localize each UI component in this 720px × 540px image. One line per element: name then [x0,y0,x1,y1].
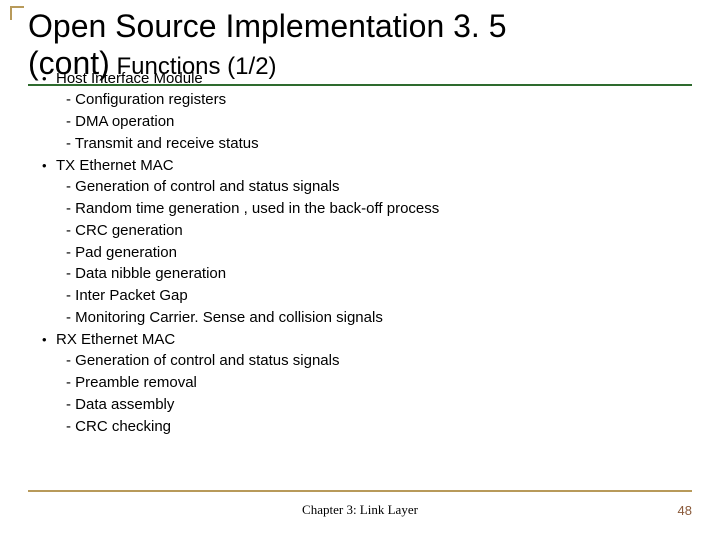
bullet-sub: - Monitoring Carrier. Sense and collisio… [42,307,678,329]
bullet-sub: - Pad generation [42,242,678,264]
bullet-main: •Host Interface Module [42,68,678,90]
bullet-sub: - Data nibble generation [42,263,678,285]
bullet-sub: - CRC checking [42,416,678,438]
page-number: 48 [678,503,692,518]
footer-rule [28,490,692,492]
bullet-sub: - Random time generation , used in the b… [42,198,678,220]
bullet-main: •TX Ethernet MAC [42,155,678,177]
bullet-dot-icon: • [42,157,56,176]
bullet-sub: - Generation of control and status signa… [42,176,678,198]
bullet-sub: - Preamble removal [42,372,678,394]
bullet-text: Host Interface Module [56,68,203,90]
bullet-sub: - Data assembly [42,394,678,416]
bullet-text: TX Ethernet MAC [56,155,174,177]
bullet-sub: - DMA operation [42,111,678,133]
bullet-sub: - Configuration registers [42,89,678,111]
bullet-sub: - Inter Packet Gap [42,285,678,307]
bullet-main: •RX Ethernet MAC [42,329,678,351]
bullet-text: RX Ethernet MAC [56,329,175,351]
bullet-dot-icon: • [42,331,56,350]
footer-text: Chapter 3: Link Layer [0,502,720,518]
bullet-sub: - CRC generation [42,220,678,242]
bullet-sub: - Transmit and receive status [42,133,678,155]
bullet-dot-icon: • [42,70,56,89]
title-line-1: Open Source Implementation 3. 5 [28,8,507,44]
bullet-sub: - Generation of control and status signa… [42,350,678,372]
content-body: •Host Interface Module- Configuration re… [0,68,720,438]
corner-decoration [10,6,24,20]
